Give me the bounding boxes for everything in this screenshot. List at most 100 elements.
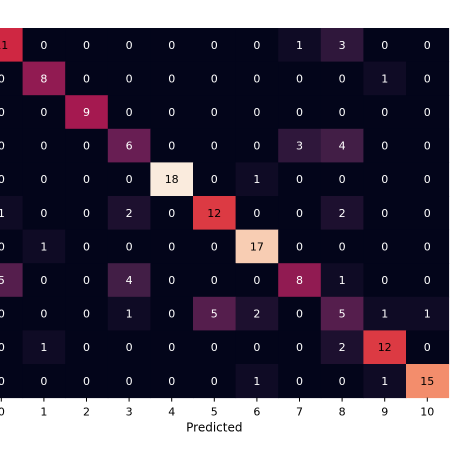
cell-value-label: 0 [253,140,260,153]
heatmap-cell-r10-c1 [22,364,66,399]
cell-value-label: 1 [40,240,47,253]
heatmap-cell-r6-c5 [193,229,237,264]
heatmap-cells: 1100000013000800000001000900000000000600… [0,28,450,399]
cell-value-label: 0 [381,240,388,253]
cell-value-label: 0 [168,140,175,153]
heatmap-cell-r10-c3 [107,364,151,399]
heatmap-cell-r10-c4 [150,364,194,399]
cell-value-label: 1 [296,39,303,52]
cell-value-label: 0 [40,106,47,119]
heatmap-cell-r3-c4 [150,128,194,163]
heatmap-cell-r2-c4 [150,95,194,130]
heatmap-cell-r6-c8 [320,229,364,264]
heatmap-cell-r3-c9 [363,128,407,163]
heatmap-cell-r8-c4 [150,296,194,331]
cell-value-label: 0 [339,173,346,186]
heatmap-cell-r4-c7 [278,162,322,197]
cell-value-label: 0 [83,173,90,186]
cell-value-label: 0 [296,173,303,186]
heatmap-cell-r8-c3 [107,296,151,331]
cell-value-label: 0 [296,240,303,253]
heatmap-cell-r8-c2 [65,296,109,331]
cell-value-label: 0 [126,240,133,253]
heatmap-cell-r7-c9 [363,263,407,298]
cell-value-label: 0 [40,39,47,52]
heatmap-cell-r0-c5 [193,28,237,63]
heatmap-cell-r7-c2 [65,263,109,298]
heatmap-cell-r7-c1 [22,263,66,298]
cell-value-label: 0 [253,106,260,119]
heatmap-cell-r1-c0 [0,61,24,96]
heatmap-cell-r10-c8 [320,364,364,399]
heatmap-cell-r10-c5 [193,364,237,399]
heatmap-cell-r7-c7 [278,263,322,298]
heatmap-cell-r1-c9 [363,61,407,96]
x-tick-label: 3 [126,406,133,419]
cell-value-label: 0 [211,72,218,85]
cell-value-label: 0 [424,39,431,52]
cell-value-label: 0 [296,341,303,354]
heatmap-cell-r2-c9 [363,95,407,130]
x-axis-label: Predicted [186,421,242,435]
heatmap-cell-r5-c9 [363,196,407,231]
cell-value-label: 0 [40,308,47,321]
heatmap-cell-r1-c6 [235,61,279,96]
heatmap-cell-r6-c9 [363,229,407,264]
cell-value-label: 0 [83,39,90,52]
cell-value-label: 0 [126,173,133,186]
x-tick-label: 10 [420,406,434,419]
heatmap-cell-r8-c6 [235,296,279,331]
x-tick-label: 1 [40,406,47,419]
cell-value-label: 0 [168,308,175,321]
heatmap-cell-r0-c4 [150,28,194,63]
cell-value-label: 0 [83,308,90,321]
cell-value-label: 0 [0,375,5,388]
heatmap-cell-r0-c6 [235,28,279,63]
cell-value-label: 0 [83,72,90,85]
cell-value-label: 0 [126,375,133,388]
heatmap-cell-r2-c7 [278,95,322,130]
cell-value-label: 0 [339,240,346,253]
heatmap-cell-r1-c4 [150,61,194,96]
cell-value-label: 5 [339,308,346,321]
heatmap-cell-r8-c1 [22,296,66,331]
cell-value-label: 0 [126,341,133,354]
cell-value-label: 0 [253,207,260,220]
heatmap-cell-r5-c1 [22,196,66,231]
cell-value-label: 0 [40,375,47,388]
cell-value-label: 0 [168,274,175,287]
heatmap-cell-r10-c0 [0,364,24,399]
heatmap-cell-r0-c0 [0,28,24,63]
heatmap-cell-r4-c6 [235,162,279,197]
cell-value-label: 11 [0,39,8,52]
heatmap-cell-r5-c10 [406,196,450,231]
cell-value-label: 0 [211,173,218,186]
cell-value-label: 0 [296,308,303,321]
heatmap-cell-r10-c7 [278,364,322,399]
cell-value-label: 0 [211,106,218,119]
cell-value-label: 0 [424,274,431,287]
cell-value-label: 0 [381,106,388,119]
cell-value-label: 0 [40,274,47,287]
cell-value-label: 0 [424,106,431,119]
cell-value-label: 0 [83,274,90,287]
cell-value-label: 0 [211,140,218,153]
cell-value-label: 4 [126,274,133,287]
cell-value-label: 0 [211,240,218,253]
cell-value-label: 1 [0,207,5,220]
cell-value-label: 8 [296,274,303,287]
cell-value-label: 0 [0,173,5,186]
cell-value-label: 6 [126,140,133,153]
cell-value-label: 1 [126,308,133,321]
heatmap-cell-r3-c10 [406,128,450,163]
cell-value-label: 17 [250,240,264,253]
cell-value-label: 0 [424,72,431,85]
cell-value-label: 0 [296,106,303,119]
heatmap-cell-r9-c3 [107,330,151,365]
heatmap-cell-r10-c10 [406,364,450,399]
cell-value-label: 3 [339,39,346,52]
cell-value-label: 1 [253,173,260,186]
x-tick-label: 8 [339,406,346,419]
x-axis-ticks: 0 1 2 3 4 5 6 7 8 9 10 [0,397,434,419]
cell-value-label: 4 [339,140,346,153]
